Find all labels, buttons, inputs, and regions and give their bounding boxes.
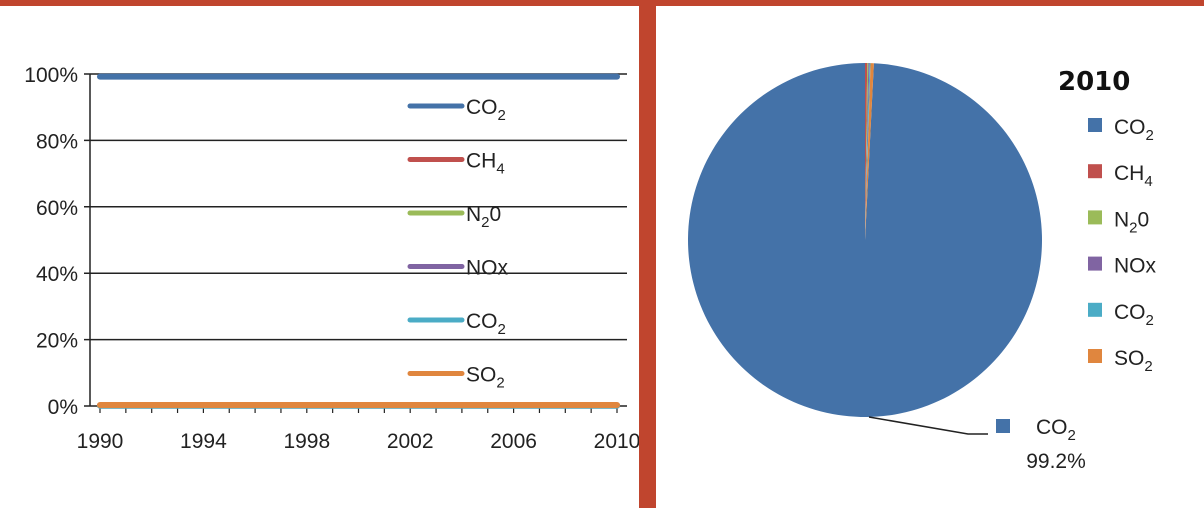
legend-label: NOx (1114, 255, 1157, 278)
legend-label: N20 (466, 203, 501, 231)
legend-swatch (1088, 118, 1102, 132)
data-label-swatch (996, 419, 1010, 433)
pie-slice (865, 63, 871, 241)
legend-label: CO2 (1114, 116, 1154, 144)
data-label-leader (868, 416, 988, 435)
y-tick-label: 0% (48, 396, 78, 419)
x-tick-label: 2002 (387, 430, 434, 453)
pie-chart: 2010 CO2 CH4 N20 NOx CO2 SO2 CO2 99.2% (688, 63, 1157, 473)
pie-title: 2010 (1058, 67, 1130, 97)
pie-slice (865, 63, 874, 240)
y-tick-label: 20% (36, 330, 78, 353)
x-tick-label: 2010 (594, 430, 639, 453)
legend-label: CO2 (1114, 301, 1154, 329)
y-tick-label: 100% (24, 64, 78, 87)
x-tick-label: 2006 (490, 430, 537, 453)
x-tick-label: 1994 (180, 430, 227, 453)
pie-slice (688, 63, 1042, 418)
pie-slice (865, 63, 870, 240)
pie-chart-panel: 2010 CO2 CH4 N20 NOx CO2 SO2 CO2 99.2% (656, 6, 1204, 508)
legend-label: NOx (466, 257, 509, 280)
legend-swatch (1088, 256, 1102, 271)
y-tick-label: 80% (36, 130, 78, 153)
legend-label: CH4 (466, 150, 505, 178)
pie-slice (865, 63, 868, 240)
pie-slice (865, 63, 869, 240)
y-tick-label: 40% (36, 263, 78, 286)
x-tick-label: 1998 (283, 430, 330, 453)
data-label-name: CO2 (1036, 416, 1076, 444)
legend-swatch (1088, 210, 1102, 225)
legend-label: CO2 (466, 96, 506, 124)
line-chart: 0% 20% 40% 60% 80% 100% 1990 1994 1998 2002 2006 20… (24, 64, 639, 453)
legend-label: CO2 (466, 310, 506, 338)
legend-swatch (1088, 349, 1102, 363)
legend-label: CH4 (1114, 162, 1153, 190)
legend-swatch (1088, 302, 1102, 317)
legend-label: SO2 (1114, 347, 1153, 375)
y-tick-label: 60% (36, 197, 78, 220)
data-label-value: 99.2% (1026, 450, 1086, 473)
line-chart-panel: 0% 20% 40% 60% 80% 100% 1990 1994 1998 2002 2006 20… (0, 6, 639, 508)
legend-swatch (1088, 164, 1102, 179)
x-tick-label: 1990 (77, 430, 124, 453)
legend-label: N20 (1114, 208, 1149, 236)
legend-label: SO2 (466, 364, 505, 392)
